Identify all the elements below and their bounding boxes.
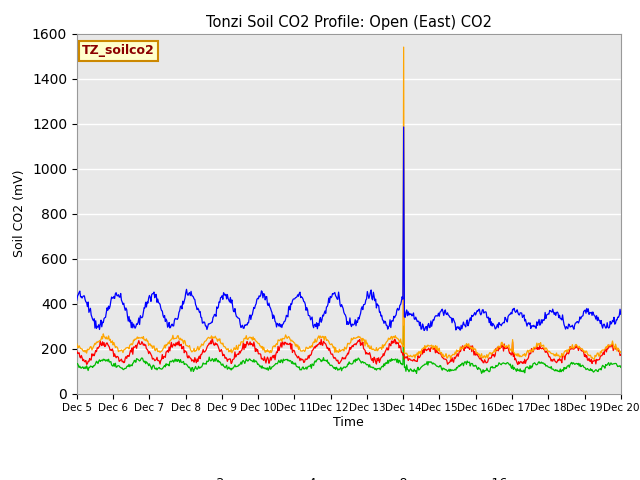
Text: TZ_soilco2: TZ_soilco2 bbox=[82, 44, 155, 58]
Title: Tonzi Soil CO2 Profile: Open (East) CO2: Tonzi Soil CO2 Profile: Open (East) CO2 bbox=[206, 15, 492, 30]
X-axis label: Time: Time bbox=[333, 416, 364, 429]
Y-axis label: Soil CO2 (mV): Soil CO2 (mV) bbox=[13, 170, 26, 257]
Legend: -2cm, -4cm, -8cm, -16cm: -2cm, -4cm, -8cm, -16cm bbox=[166, 472, 531, 480]
